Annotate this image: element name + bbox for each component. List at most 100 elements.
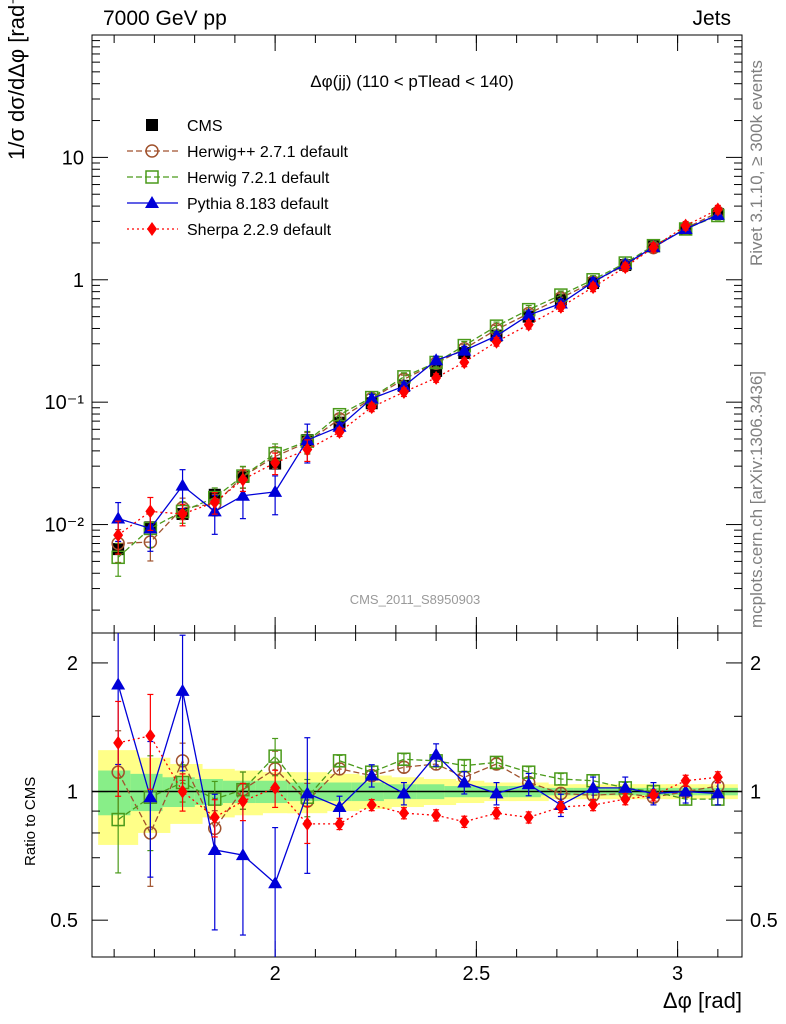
top-point-pythia <box>521 308 536 321</box>
x-tick-label: 3 <box>672 963 683 985</box>
top-point-sherpa <box>237 472 248 487</box>
ratio-point-sherpa <box>177 784 188 799</box>
ratio-point-pythia <box>143 790 158 803</box>
legend-label-cms: CMS <box>187 118 223 135</box>
tick-labels: 2 2.5 3 10⁻² 10⁻¹ 1 10 0.5 0.5 1 1 2 2 <box>45 147 778 985</box>
energy-label: 7000 GeV pp <box>103 7 227 30</box>
ratio-point-pythia <box>332 800 347 813</box>
ratio-point-sherpa <box>555 800 566 815</box>
y-tick-label: 10 <box>62 147 84 169</box>
ratio-frame <box>91 632 743 958</box>
ratio-point-herwig7 <box>397 752 411 767</box>
top-point-sherpa <box>270 455 281 470</box>
ratio-point-herwig7 <box>332 754 347 768</box>
legend: CMS Herwig++ 2.7.1 default Herwig 7.2.1 de… <box>127 118 349 239</box>
legend-marker-herwig7 <box>145 170 159 184</box>
ratio-point-pythia <box>364 768 379 781</box>
ratio-point-pythia <box>175 683 190 696</box>
top-point-sherpa <box>302 442 313 457</box>
ratio-y-axis-label: Ratio to CMS <box>22 776 39 866</box>
ratio-point-sherpa <box>680 773 691 788</box>
top-point-sherpa <box>431 370 442 385</box>
ratio-point-pythia <box>300 786 315 799</box>
ratio-point-pythia <box>235 848 250 861</box>
ratio-point-pythia <box>710 786 725 799</box>
ratio-point-pythia <box>396 786 411 799</box>
top-point-sherpa <box>680 218 691 233</box>
x-axis-label: Δφ [rad] <box>662 988 742 1013</box>
ratio-point-pythia <box>489 786 504 799</box>
axis-ticks <box>92 35 742 957</box>
legend-marker-sherpa <box>147 222 157 236</box>
ratio-point-sherpa <box>459 814 470 829</box>
legend-label-pythia: Pythia 8.183 default <box>187 196 329 213</box>
ratio-point-pythia <box>521 777 536 790</box>
top-point-pythia <box>429 353 444 366</box>
top-point-pythia <box>364 391 379 404</box>
top-point-sherpa <box>334 425 345 440</box>
ratio-point-pythia <box>457 775 472 788</box>
ratio-point-sherpa <box>145 728 156 743</box>
ratio-point-sherpa <box>270 780 281 795</box>
ratio-point-sherpa <box>113 735 124 750</box>
ratio-point-sherpa <box>431 808 442 823</box>
ratio-point-sherpa <box>398 806 409 821</box>
legend-label-herwig7: Herwig 7.2.1 default <box>187 170 330 187</box>
top-point-sherpa <box>145 504 156 519</box>
plot-title: Δφ(jj) (110 < pTlead < 140) <box>310 72 514 91</box>
ratio-y-tick-label: 1 <box>67 782 78 804</box>
top-point-sherpa <box>459 355 470 370</box>
top-point-pythia <box>300 433 315 446</box>
legend-label-herwigpp: Herwig++ 2.7.1 default <box>187 144 349 161</box>
top-point-sherpa <box>398 385 409 400</box>
ratio-point-sherpa <box>620 792 631 807</box>
ratio-y-tick-label-right: 2 <box>750 653 761 675</box>
ratio-point-sherpa <box>648 788 659 803</box>
ratio-point-herwig7 <box>489 755 504 770</box>
ratio-point-sherpa <box>491 806 502 821</box>
x-tick-label: 2 <box>270 963 281 985</box>
ratio-plot-series <box>111 633 725 957</box>
top-line-herwig7 <box>117 214 719 558</box>
ratio-point-herwig7 <box>554 772 568 786</box>
main-plot-series <box>111 202 725 577</box>
y-tick-label: 10⁻² <box>45 515 85 537</box>
ratio-y-tick-label: 0.5 <box>50 910 78 932</box>
ratio-y-tick-label: 2 <box>67 653 78 675</box>
legend-label-sherpa: Sherpa 2.2.9 default <box>187 222 332 239</box>
ratio-point-herwig7 <box>268 749 282 763</box>
mcplots-label: mcplots.cern.ch [arXiv:1306.3436] <box>747 370 766 628</box>
top-y-axis-label: 1/σ dσ/dΔφ [rad⁻¹] <box>4 0 29 160</box>
ratio-point-pythia <box>429 747 444 760</box>
ratio-point-sherpa <box>523 810 534 825</box>
ratio-line-pythia <box>117 684 718 885</box>
ratio-point-sherpa <box>712 770 723 785</box>
y-tick-label: 10⁻¹ <box>45 392 85 414</box>
top-point-pythia <box>457 343 472 356</box>
ratio-point-pythia <box>111 677 126 690</box>
ratio-point-sherpa <box>334 816 345 831</box>
ratio-point-sherpa <box>366 798 377 813</box>
legend-marker-herwigpp <box>145 144 159 158</box>
ratio-point-pythia <box>618 780 633 793</box>
top-point-sherpa <box>491 334 502 349</box>
ratio-point-pythia <box>678 784 693 797</box>
ratio-point-sherpa <box>209 810 220 825</box>
top-point-pythia <box>111 511 126 524</box>
ratio-point-pythia <box>207 842 222 855</box>
rivet-version-label: Rivet 3.1.10, ≥ 300k events <box>747 60 766 266</box>
ratio-point-pythia <box>268 876 283 889</box>
legend-marker-cms <box>146 119 158 131</box>
y-tick-label: 1 <box>73 270 84 292</box>
ratio-point-pythia <box>586 780 601 793</box>
ratio-point-sherpa <box>588 798 599 813</box>
ratio-point-herwig7 <box>111 812 125 827</box>
x-tick-label: 2.5 <box>462 963 490 985</box>
ratio-point-sherpa <box>302 816 313 831</box>
process-label: Jets <box>692 7 731 30</box>
ratio-y-tick-label-right: 0.5 <box>750 910 778 932</box>
ratio-uncertainty-band <box>98 750 738 845</box>
top-point-sherpa <box>209 495 220 510</box>
legend-marker-pythia <box>145 196 159 208</box>
top-point-sherpa <box>712 202 723 217</box>
